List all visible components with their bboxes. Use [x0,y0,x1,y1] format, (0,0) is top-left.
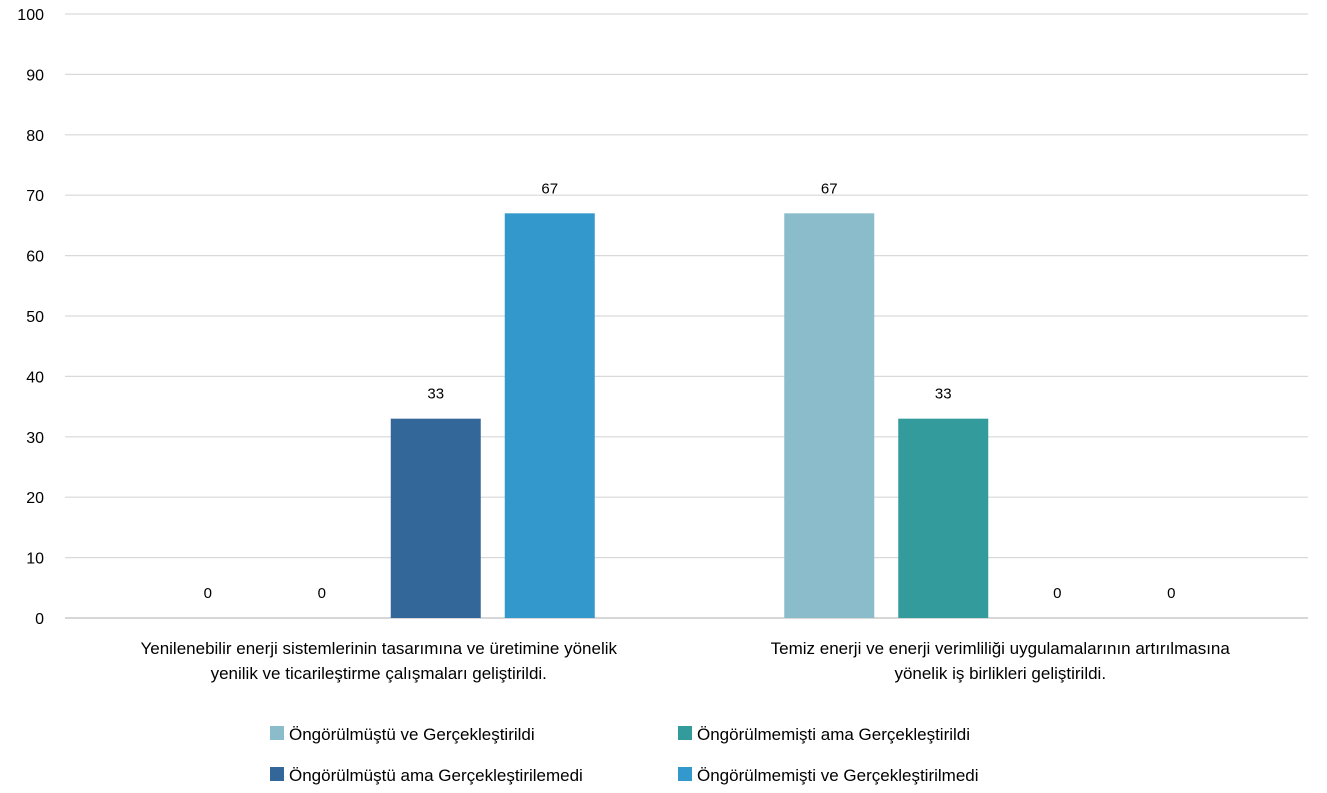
bar [504,213,595,618]
legend-label: Öngörülmemişti ama Gerçekleştirildi [697,725,970,744]
bar [390,418,481,618]
bars [390,213,989,618]
data-label: 67 [541,180,558,197]
y-tick-label: 80 [26,128,44,145]
bar [784,213,875,618]
x-category-label: yenilik ve ticarileştirme çalışmaları ge… [211,664,547,683]
legend-item: Öngörülmüştü ve Gerçekleştirildi [270,725,535,744]
data-label: 67 [821,180,838,197]
y-tick-label: 60 [26,249,44,266]
data-label: 0 [204,585,212,602]
data-label: 0 [318,585,326,602]
legend-swatch [270,767,284,781]
y-tick-label: 70 [26,188,44,205]
legend-label: Öngörülmüştü ve Gerçekleştirildi [289,725,535,744]
legend-item: Öngörülmemişti ve Gerçekleştirilmedi [678,766,979,785]
data-label: 0 [1167,585,1175,602]
legend-item: Öngörülmemişti ama Gerçekleştirildi [678,725,970,744]
legend-swatch [270,726,284,740]
x-category-label: yönelik iş birlikleri geliştirildi. [894,664,1106,683]
x-category-label: Temiz enerji ve enerji verimliliği uygul… [771,639,1231,658]
x-category-label: Yenilenebilir enerji sistemlerinin tasar… [140,639,617,658]
y-axis: 0 10 20 30 40 50 60 70 80 90 100 [17,7,44,628]
y-tick-label: 100 [17,7,44,24]
bar [898,418,989,618]
legend-label: Öngörülmüştü ama Gerçekleştirilemedi [289,766,583,785]
gridlines [65,13,1308,619]
legend-swatch [678,767,692,781]
data-label: 0 [1053,585,1061,602]
data-label: 33 [935,386,952,403]
y-tick-label: 90 [26,67,44,84]
data-label: 33 [427,386,444,403]
y-tick-label: 50 [26,309,44,326]
y-tick-label: 10 [26,551,44,568]
y-tick-label: 0 [35,611,44,628]
data-labels: 0 0 33 67 67 33 0 0 [204,180,1176,602]
legend-label: Öngörülmemişti ve Gerçekleştirilmedi [697,766,979,785]
y-tick-label: 30 [26,430,44,447]
x-axis: Yenilenebilir enerji sistemlerinin tasar… [140,639,1230,683]
legend-swatch [678,726,692,740]
y-tick-label: 20 [26,490,44,507]
legend: Öngörülmüştü ve Gerçekleştirildi Öngörülm… [270,725,979,785]
legend-item: Öngörülmüştü ama Gerçekleştirilemedi [270,766,583,785]
y-tick-label: 40 [26,369,44,386]
